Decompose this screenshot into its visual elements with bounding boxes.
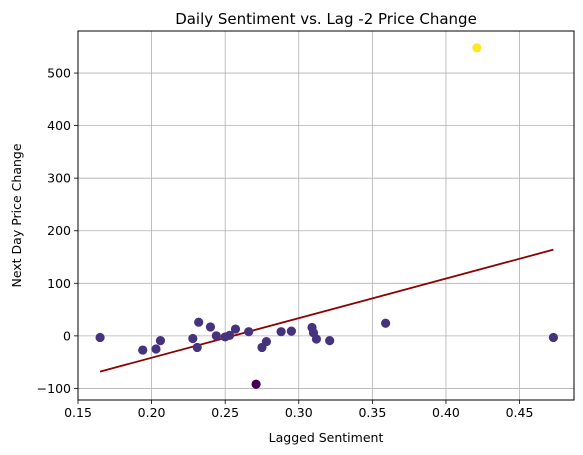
x-tick-label: 0.35 — [358, 405, 386, 420]
points-layer — [95, 43, 558, 389]
y-tick-label: 100 — [47, 276, 71, 291]
scatter-point — [224, 330, 235, 340]
scatter-point — [194, 317, 204, 327]
scatter-point — [251, 379, 261, 389]
scatter-point — [188, 333, 198, 344]
x-tick-label: 0.25 — [211, 405, 239, 420]
y-axis-label: Next Day Price Change — [9, 143, 24, 287]
y-tick-label: −100 — [37, 381, 71, 396]
x-tick-label: 0.15 — [64, 405, 92, 420]
x-tick-label: 0.20 — [138, 405, 166, 420]
scatter-point — [155, 336, 166, 346]
scatter-point — [230, 324, 241, 334]
scatter-point — [311, 334, 322, 344]
plot-frame — [77, 30, 575, 401]
scatter-point — [244, 327, 254, 337]
x-tick-label: 0.40 — [432, 405, 460, 420]
y-tick-label: 300 — [47, 171, 71, 186]
scatter-point — [205, 322, 216, 332]
scatter-point — [325, 336, 335, 346]
scatter-point — [276, 327, 286, 337]
regression-line — [99, 248, 554, 373]
x-tick-label: 0.30 — [285, 405, 313, 420]
scatter-point — [472, 43, 482, 53]
scatter-point — [381, 318, 391, 328]
y-tick-label: 400 — [47, 118, 71, 133]
x-tick-label: 0.45 — [506, 405, 534, 420]
scatter-point — [151, 344, 161, 354]
x-axis-label: Lagged Sentiment — [269, 430, 384, 445]
axis-ticks: 0.15 0.20 0.25 0.30 0.35 0.40 0.45 −100 0 100 200 3… — [37, 66, 534, 420]
scatter-point — [192, 342, 202, 353]
scatter-point — [286, 326, 297, 336]
scatter-point — [138, 345, 148, 355]
chart-title: Daily Sentiment vs. Lag -2 Price Change — [175, 10, 477, 28]
y-tick-label: 0 — [63, 328, 71, 343]
regression-layer — [99, 248, 554, 373]
scatter-point — [211, 331, 221, 341]
scatter-point — [95, 332, 105, 343]
grid — [77, 31, 574, 400]
y-tick-label: 200 — [47, 223, 71, 238]
scatter-point — [261, 337, 271, 347]
y-tick-label: 500 — [47, 66, 71, 81]
scatter-point — [548, 332, 558, 343]
